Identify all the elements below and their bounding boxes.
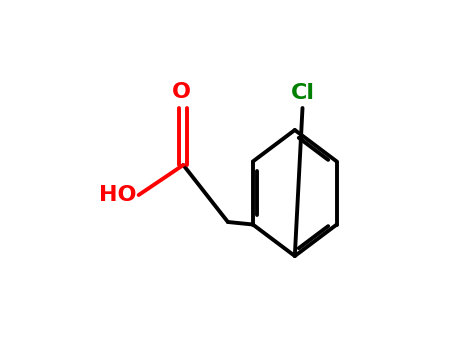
Text: O: O — [172, 82, 191, 102]
Text: Cl: Cl — [290, 83, 314, 103]
Text: HO: HO — [99, 185, 137, 205]
